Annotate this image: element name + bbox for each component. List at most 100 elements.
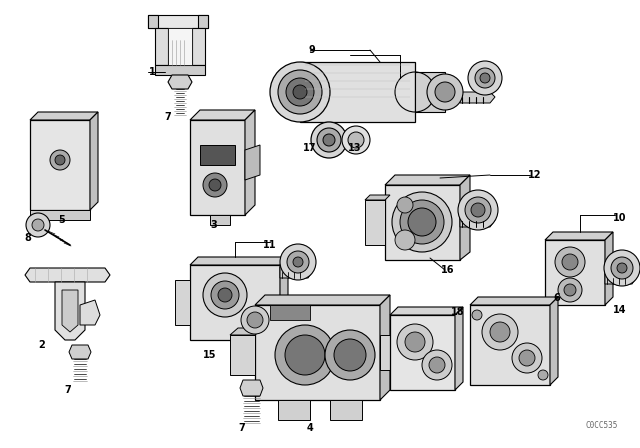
Text: 18: 18 <box>451 307 465 317</box>
Text: 14: 14 <box>613 305 627 315</box>
Polygon shape <box>30 210 90 220</box>
Circle shape <box>604 250 640 286</box>
Circle shape <box>55 155 65 165</box>
Circle shape <box>397 324 433 360</box>
Polygon shape <box>280 267 312 278</box>
Circle shape <box>323 134 335 146</box>
Text: 11: 11 <box>263 240 276 250</box>
Polygon shape <box>69 345 91 359</box>
Polygon shape <box>148 15 158 28</box>
Circle shape <box>538 370 548 380</box>
Polygon shape <box>255 305 380 400</box>
Circle shape <box>286 78 314 106</box>
Circle shape <box>218 288 232 302</box>
Text: 7: 7 <box>65 385 72 395</box>
Text: C0CC535: C0CC535 <box>586 421 618 430</box>
Text: 16: 16 <box>441 265 455 275</box>
Circle shape <box>348 132 364 148</box>
Polygon shape <box>390 315 455 390</box>
Polygon shape <box>390 307 463 315</box>
Circle shape <box>471 203 485 217</box>
Polygon shape <box>365 195 390 200</box>
Circle shape <box>400 200 444 244</box>
Circle shape <box>611 257 633 279</box>
Circle shape <box>247 312 263 328</box>
Polygon shape <box>415 72 445 112</box>
Polygon shape <box>300 62 415 122</box>
Polygon shape <box>190 120 245 215</box>
Text: 6: 6 <box>554 293 561 303</box>
Polygon shape <box>455 307 463 390</box>
Polygon shape <box>550 297 558 385</box>
Polygon shape <box>385 185 460 260</box>
Circle shape <box>203 173 227 197</box>
Circle shape <box>311 122 347 158</box>
Polygon shape <box>365 200 385 245</box>
Polygon shape <box>210 215 230 225</box>
Text: 13: 13 <box>348 143 362 153</box>
Circle shape <box>397 197 413 213</box>
Circle shape <box>405 332 425 352</box>
Polygon shape <box>80 300 100 325</box>
Circle shape <box>472 310 482 320</box>
Polygon shape <box>460 92 495 103</box>
Polygon shape <box>460 175 470 260</box>
Polygon shape <box>62 290 78 332</box>
Polygon shape <box>200 145 235 165</box>
Circle shape <box>408 208 436 236</box>
Text: 8: 8 <box>24 233 31 243</box>
Polygon shape <box>175 280 190 325</box>
Circle shape <box>334 339 366 371</box>
Circle shape <box>480 73 490 83</box>
Circle shape <box>293 257 303 267</box>
Circle shape <box>293 85 307 99</box>
Text: 5: 5 <box>59 215 65 225</box>
Circle shape <box>280 244 316 280</box>
Polygon shape <box>240 380 263 396</box>
Polygon shape <box>168 28 192 65</box>
Polygon shape <box>230 335 255 375</box>
Circle shape <box>558 278 582 302</box>
Polygon shape <box>255 295 390 305</box>
Circle shape <box>270 62 330 122</box>
Polygon shape <box>470 297 558 305</box>
Polygon shape <box>470 305 550 385</box>
Polygon shape <box>148 15 208 28</box>
Text: 7: 7 <box>239 423 245 433</box>
Circle shape <box>429 357 445 373</box>
Polygon shape <box>198 15 208 28</box>
Text: 3: 3 <box>211 220 218 230</box>
Circle shape <box>26 213 50 237</box>
Text: 1: 1 <box>148 67 156 77</box>
Polygon shape <box>245 110 255 215</box>
Polygon shape <box>30 112 98 120</box>
Polygon shape <box>245 145 260 180</box>
Circle shape <box>468 61 502 95</box>
Circle shape <box>562 254 578 270</box>
Polygon shape <box>280 257 288 340</box>
Circle shape <box>475 68 495 88</box>
Polygon shape <box>380 335 400 370</box>
Polygon shape <box>545 232 613 240</box>
Circle shape <box>564 284 576 296</box>
Text: 17: 17 <box>303 143 317 153</box>
Polygon shape <box>25 268 110 282</box>
Polygon shape <box>190 257 288 265</box>
Circle shape <box>285 335 325 375</box>
Circle shape <box>427 74 463 110</box>
Circle shape <box>209 179 221 191</box>
Polygon shape <box>385 175 470 185</box>
Circle shape <box>241 306 269 334</box>
Polygon shape <box>270 305 310 320</box>
Circle shape <box>32 219 44 231</box>
Polygon shape <box>460 215 495 227</box>
Circle shape <box>275 325 335 385</box>
Circle shape <box>512 343 542 373</box>
Polygon shape <box>278 400 310 420</box>
Polygon shape <box>545 240 605 305</box>
Circle shape <box>555 247 585 277</box>
Polygon shape <box>330 400 362 420</box>
Circle shape <box>342 126 370 154</box>
Text: 10: 10 <box>613 213 627 223</box>
Text: 15: 15 <box>204 350 217 360</box>
